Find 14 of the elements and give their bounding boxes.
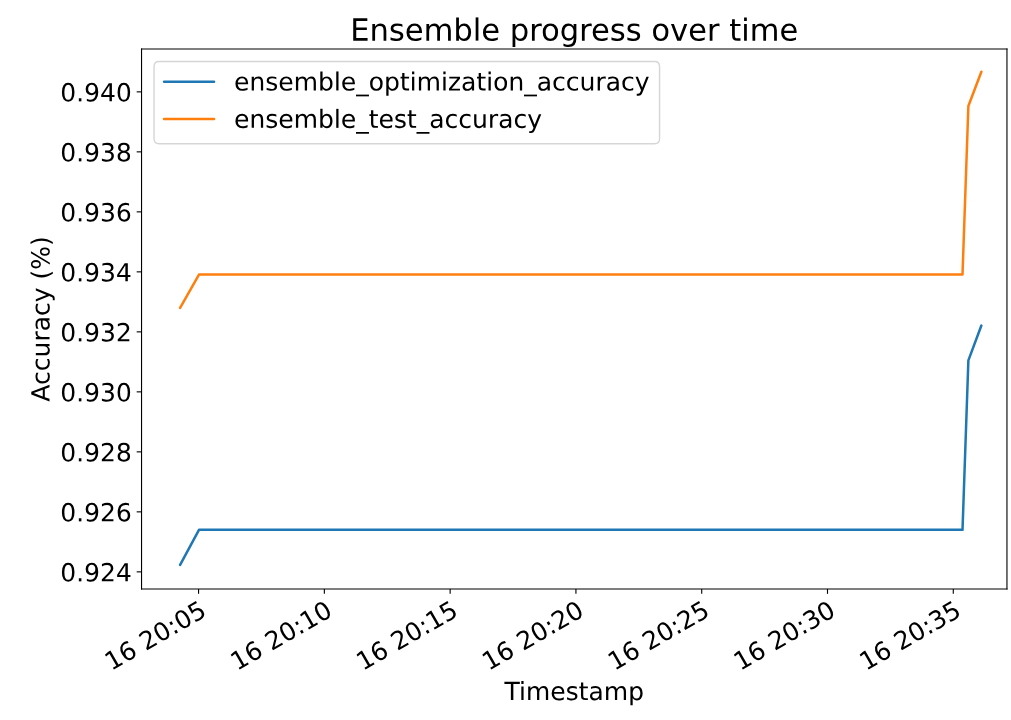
y-tick-label: 0.930 — [61, 382, 131, 402]
y-tick-label: 0.928 — [61, 442, 131, 462]
y-tick-label: 0.924 — [61, 562, 131, 582]
y-tick-label: 0.936 — [61, 202, 131, 222]
x-axis-title: Timestamp — [504, 681, 643, 706]
y-axis-title: Accuracy (%) — [30, 238, 55, 402]
legend-label: ensemble_test_accuracy — [235, 108, 542, 134]
y-tick-label: 0.940 — [61, 82, 131, 102]
legend-label: ensemble_optimization_accuracy — [235, 71, 649, 97]
chart-title: Ensemble progress over time — [353, 17, 797, 47]
y-tick-label: 0.926 — [61, 502, 131, 522]
y-tick-label: 0.932 — [61, 322, 130, 342]
y-tick-label: 0.934 — [61, 262, 131, 282]
y-tick-label: 0.938 — [61, 142, 131, 162]
